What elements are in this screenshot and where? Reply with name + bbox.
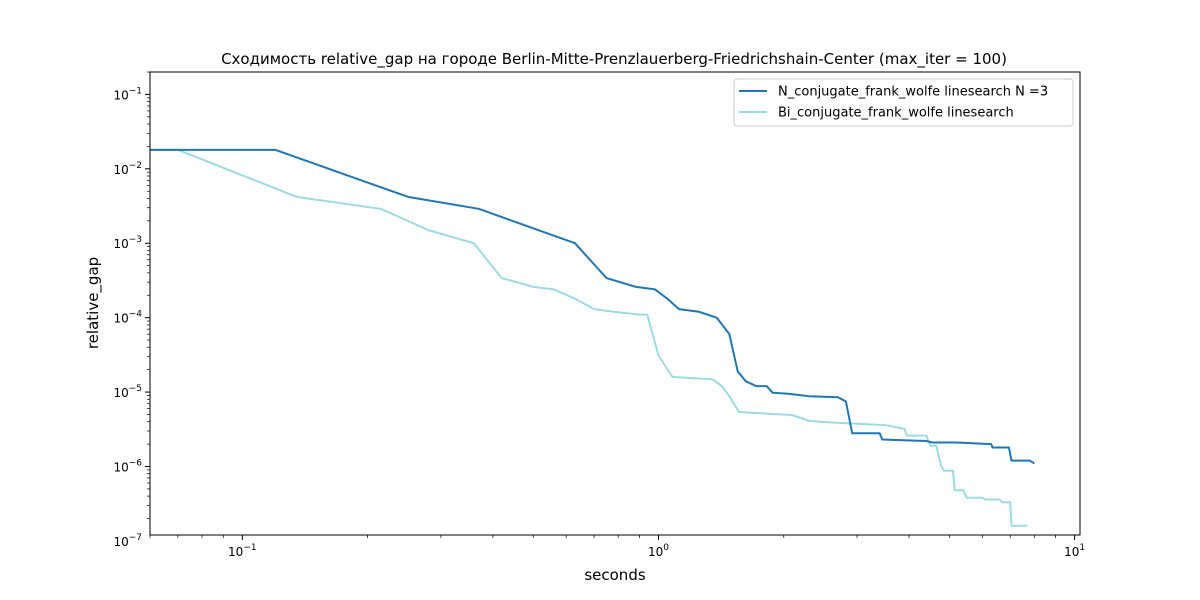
series-line-2 — [150, 148, 1028, 527]
y-tick-label: 10−2 — [113, 161, 142, 177]
legend-box — [733, 78, 1074, 127]
plot-area — [149, 71, 1081, 536]
legend-label-1: N_conjugate_frank_wolfe linesearch N =3 — [778, 85, 1048, 100]
x-tick-label: 100 — [648, 543, 669, 559]
y-tick-label: 10−5 — [113, 384, 142, 400]
plot-frame — [149, 71, 1081, 536]
x-tick-label: 10−1 — [228, 543, 257, 559]
y-tick-label: 10−1 — [113, 86, 142, 102]
series-layer — [150, 148, 1035, 527]
chart-title: Сходимость relative_gap на городе Berlin… — [221, 50, 1007, 69]
y-axis: 10−1 10−2 10−3 10−4 10−5 10−6 10−7 — [113, 71, 150, 549]
y-tick-label: 10−7 — [113, 533, 142, 549]
y-tick-label: 10−3 — [113, 235, 142, 251]
x-axis-label: seconds — [584, 566, 645, 584]
series-line-1 — [150, 148, 1035, 465]
legend-label-2: Bi_conjugate_frank_wolfe linesearch — [778, 106, 1014, 121]
y-tick-label: 10−4 — [113, 310, 142, 326]
x-axis: 10−1 100 101 — [149, 535, 1085, 559]
y-axis-label: relative_gap — [84, 257, 103, 349]
x-tick-label: 101 — [1064, 543, 1085, 559]
legend: N_conjugate_frank_wolfe linesearch N =3 B… — [733, 78, 1074, 127]
y-tick-label: 10−6 — [113, 458, 142, 474]
